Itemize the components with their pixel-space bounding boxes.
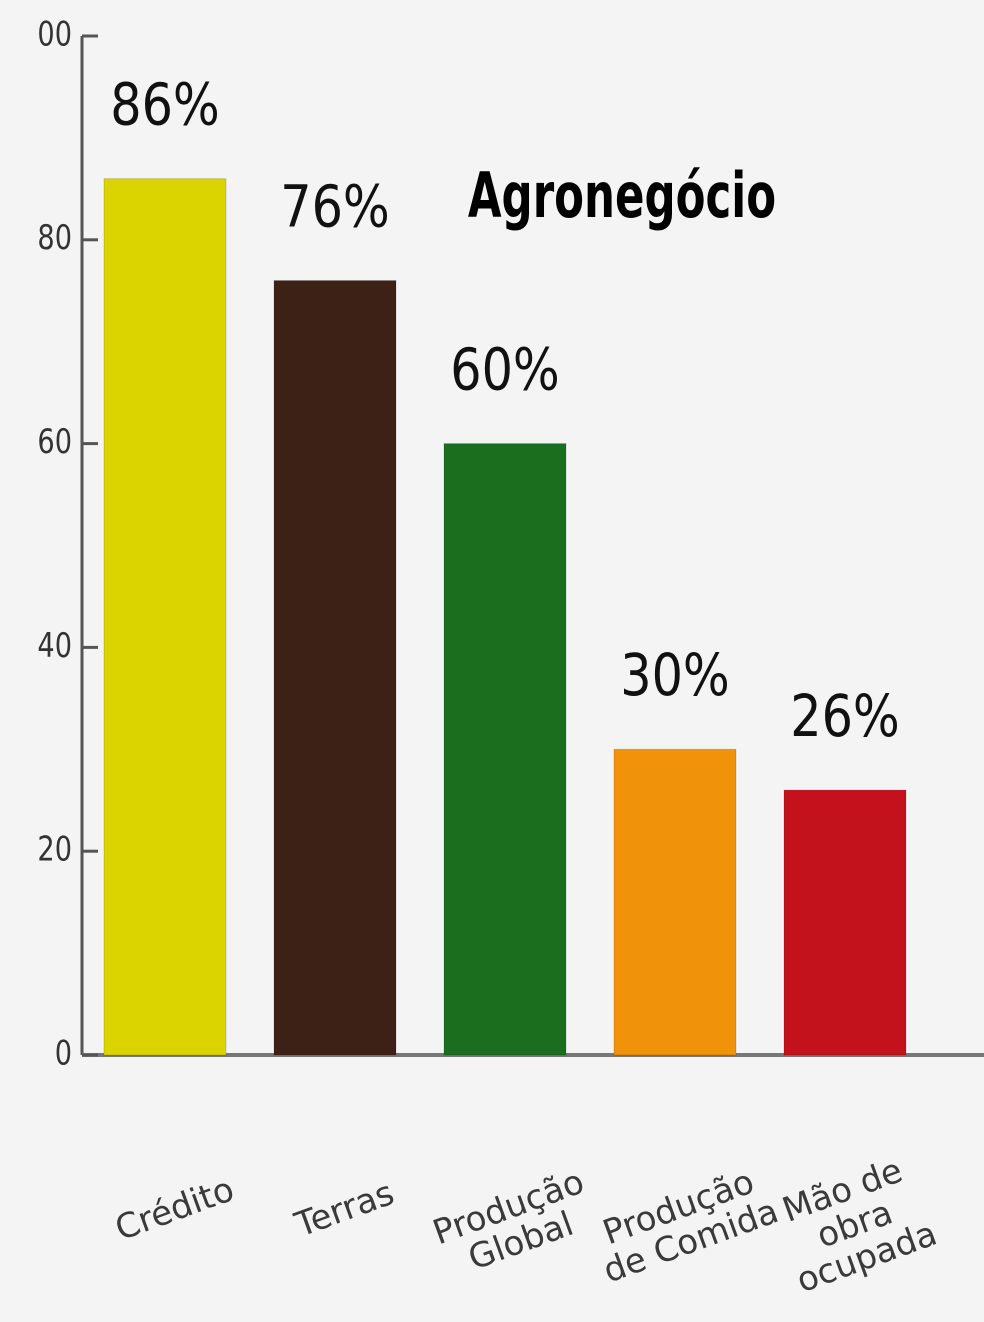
y-tick-label: 60 bbox=[37, 422, 72, 462]
y-tick-label: 40 bbox=[37, 626, 72, 666]
y-tick-label: 00 bbox=[37, 14, 72, 54]
value-label: 76% bbox=[280, 172, 390, 240]
value-label: 60% bbox=[450, 335, 560, 403]
y-tick-label: 0 bbox=[55, 1033, 72, 1073]
value-label: 26% bbox=[790, 682, 900, 750]
y-tick-label: 80 bbox=[37, 218, 72, 258]
bar bbox=[103, 178, 227, 1056]
y-tick-label: 20 bbox=[37, 830, 72, 870]
value-label: 86% bbox=[110, 71, 220, 139]
bar bbox=[783, 789, 907, 1056]
bar bbox=[273, 280, 397, 1056]
bar bbox=[613, 748, 737, 1056]
bar bbox=[443, 443, 567, 1056]
chart-title: Agronegócio bbox=[468, 160, 776, 232]
value-label: 30% bbox=[620, 641, 730, 709]
